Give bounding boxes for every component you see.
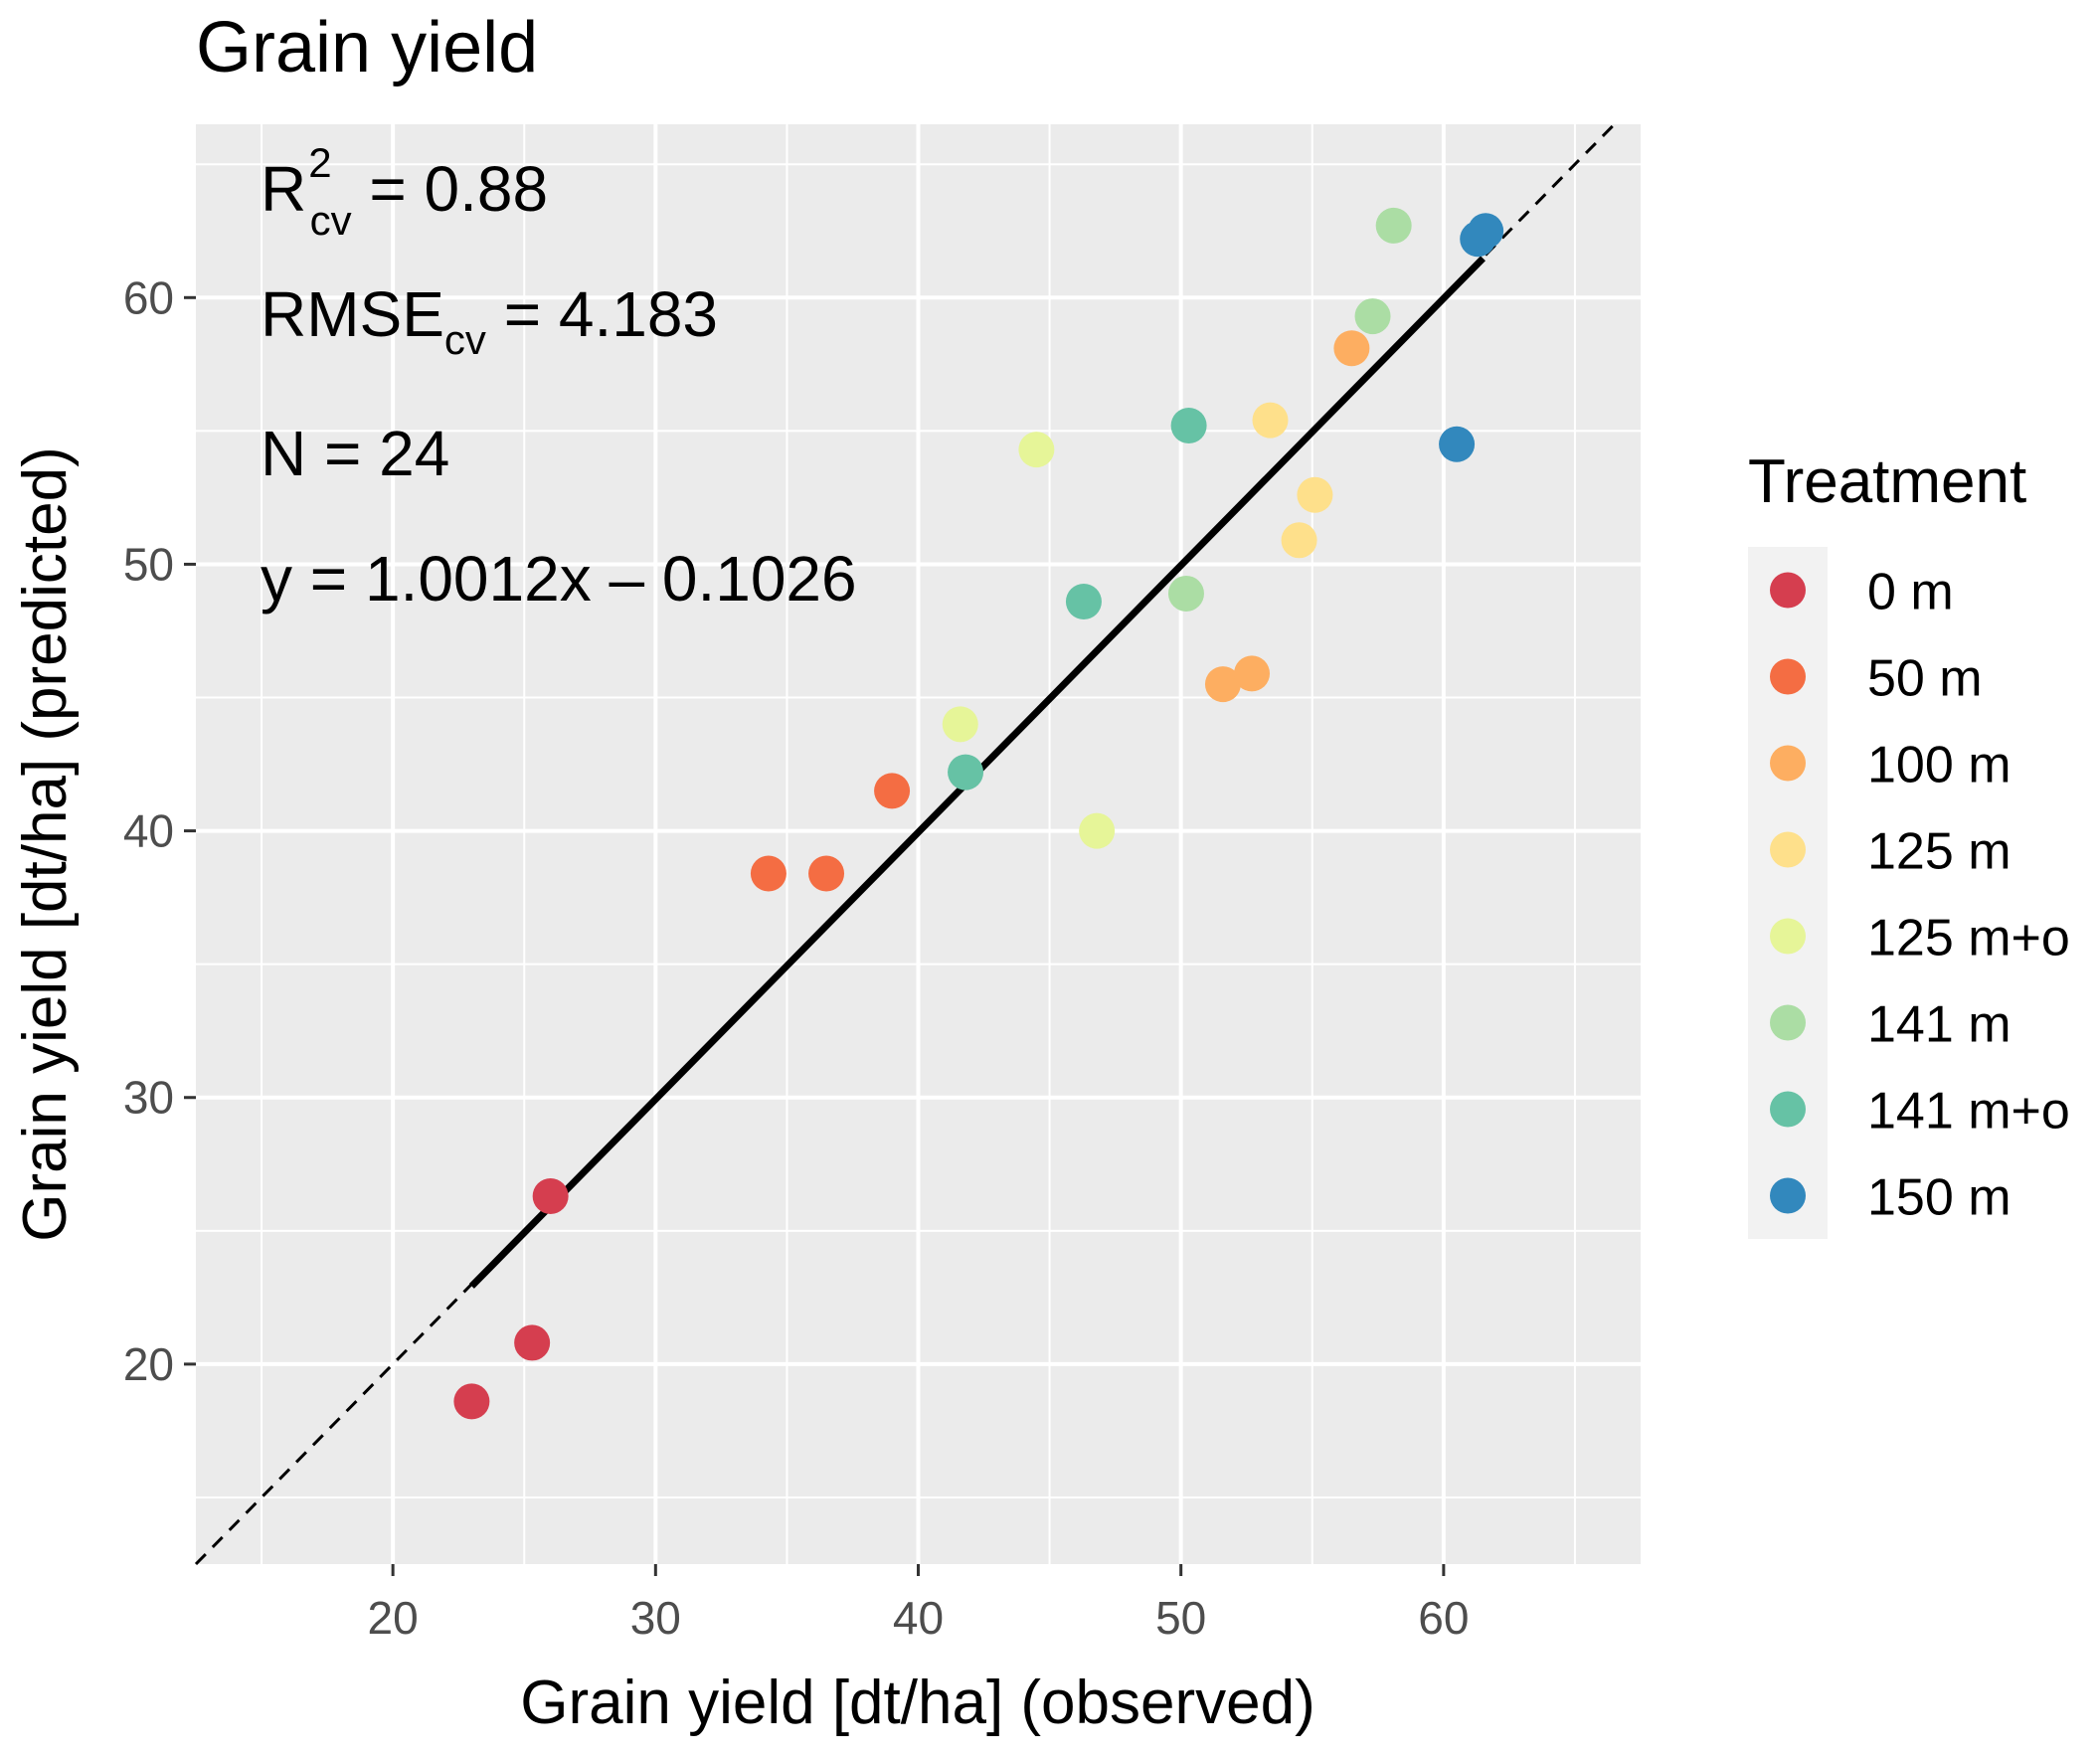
legend-title: Treatment	[1748, 447, 2026, 516]
data-points	[453, 207, 1504, 1420]
data-point	[1281, 522, 1317, 559]
data-point	[1079, 812, 1116, 849]
legend-label: 125 m+o	[1867, 910, 2070, 967]
grid-major	[196, 124, 1641, 1564]
legend-swatch	[1770, 1091, 1806, 1128]
data-point	[942, 706, 978, 743]
data-point	[453, 1383, 490, 1420]
x-tick-label: 30	[630, 1592, 681, 1644]
data-point	[1375, 207, 1412, 244]
y-tick-label: 30	[123, 1072, 174, 1124]
plot-title: Grain yield	[196, 8, 538, 88]
legend-swatch	[1770, 572, 1806, 609]
rmse-subscript: cv	[444, 316, 486, 363]
x-tick-label: 20	[368, 1592, 419, 1644]
legend-label: 100 m	[1867, 737, 2012, 794]
legend-swatch	[1770, 831, 1806, 868]
legend-label: 141 m+o	[1867, 1083, 2070, 1141]
y-axis-title: Grain yield [dt/ha] (predicted)	[11, 446, 80, 1242]
legend-swatch	[1770, 1177, 1806, 1214]
annotations: R2 cv = 0.88 RMSEcv = 4.183 N = 24 y = 1.…	[261, 139, 857, 615]
legend-swatch	[1770, 918, 1806, 955]
y-axis: 20 30 40 50 60	[123, 271, 196, 1390]
y-tick-label: 60	[123, 271, 174, 323]
legend-swatch	[1770, 658, 1806, 695]
data-point	[1018, 432, 1055, 468]
legend: 0 m 50 m 100 m 125 m 125 m+o 141 m 141 m+o 150 …	[1748, 547, 2070, 1239]
r2-subscript: cv	[310, 197, 352, 244]
x-tick-label: 50	[1155, 1592, 1206, 1644]
data-point	[1468, 213, 1504, 250]
data-point	[1297, 476, 1333, 513]
x-axis-title: Grain yield [dt/ha] (observed)	[520, 1669, 1315, 1737]
data-point	[1333, 330, 1370, 367]
data-point	[1234, 655, 1271, 692]
legend-label: 125 m	[1867, 823, 2012, 881]
data-point	[1252, 402, 1289, 439]
n-annotation: N = 24	[261, 418, 449, 489]
data-point	[808, 855, 845, 892]
data-point	[532, 1177, 569, 1214]
rmse-value: = 4.183	[486, 278, 718, 350]
legend-label: 50 m	[1867, 650, 1983, 708]
data-point	[948, 754, 984, 791]
r2-value: = 0.88	[352, 153, 549, 225]
x-tick-label: 60	[1418, 1592, 1469, 1644]
legend-swatch	[1770, 745, 1806, 782]
rmse-main: RMSE	[261, 278, 444, 350]
data-point	[1204, 666, 1241, 703]
data-point	[1170, 408, 1207, 444]
data-point	[1167, 575, 1204, 612]
data-point	[750, 855, 787, 892]
x-tick-label: 40	[893, 1592, 944, 1644]
equation-annotation: y = 1.0012x – 0.1026	[261, 543, 857, 615]
data-point	[874, 773, 911, 809]
data-point	[1354, 298, 1391, 335]
legend-label: 0 m	[1867, 564, 1954, 621]
legend-label: 141 m	[1867, 996, 2012, 1054]
r2-superscript: 2	[308, 139, 331, 186]
x-axis: 20 30 40 50 60	[368, 1564, 1469, 1644]
r2-annotation: R2 cv = 0.88	[261, 139, 548, 244]
data-point	[1065, 583, 1102, 619]
y-tick-label: 20	[123, 1338, 174, 1390]
r2-main: R	[261, 153, 306, 225]
legend-label: 150 m	[1867, 1169, 2012, 1227]
y-tick-label: 50	[123, 538, 174, 590]
data-point	[514, 1324, 551, 1361]
legend-swatch	[1770, 1004, 1806, 1041]
data-point	[1439, 426, 1476, 462]
rmse-annotation: RMSEcv = 4.183	[261, 278, 718, 363]
y-tick-label: 40	[123, 805, 174, 857]
